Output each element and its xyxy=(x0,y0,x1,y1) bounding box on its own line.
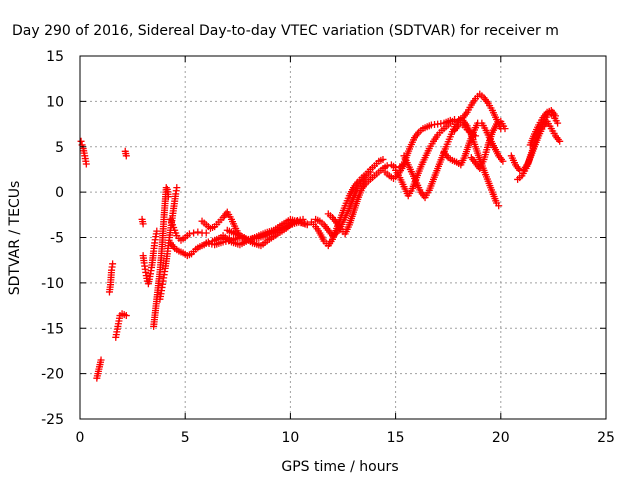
chart-title: Day 290 of 2016, Sidereal Day-to-day VTE… xyxy=(12,23,559,39)
data-point xyxy=(97,356,105,364)
data-point xyxy=(164,193,172,201)
x-tick-label: 10 xyxy=(281,430,299,446)
data-point xyxy=(554,119,562,127)
grid xyxy=(80,56,606,419)
data-point xyxy=(153,227,161,235)
plot-border xyxy=(79,55,607,420)
x-tick-label: 25 xyxy=(597,430,615,446)
x-tick-label: 15 xyxy=(387,430,405,446)
y-tick-label: -5 xyxy=(50,231,64,247)
data-point xyxy=(289,219,297,227)
data-point xyxy=(173,184,181,192)
x-axis-title: GPS time / hours xyxy=(281,459,398,475)
data-point xyxy=(501,125,509,133)
data-point xyxy=(77,137,85,145)
data-point xyxy=(122,152,130,160)
x-tick-label: 20 xyxy=(492,430,510,446)
y-tick-label: 10 xyxy=(46,94,64,110)
data-point xyxy=(495,202,503,210)
data-point xyxy=(366,168,374,176)
data-point xyxy=(556,137,564,145)
data-point xyxy=(202,229,210,237)
data-points xyxy=(77,90,564,382)
y-tick-label: 0 xyxy=(55,185,64,201)
data-point xyxy=(82,160,90,168)
data-point xyxy=(499,157,507,165)
data-point xyxy=(194,228,202,236)
y-tick-label: -25 xyxy=(41,412,64,428)
x-tick-label: 5 xyxy=(181,430,190,446)
data-point xyxy=(190,229,198,237)
y-tick-label: -20 xyxy=(41,367,64,383)
data-point xyxy=(379,155,387,163)
data-point xyxy=(139,220,147,228)
data-point xyxy=(109,260,117,268)
y-tick-label: 5 xyxy=(55,140,64,156)
data-point xyxy=(299,215,307,223)
y-axis-title: SDTVAR / TECUs xyxy=(7,181,23,296)
data-point xyxy=(122,312,130,320)
y-tick-label: 15 xyxy=(46,49,64,65)
y-tick-label: -15 xyxy=(41,321,64,337)
y-tick-label: -10 xyxy=(41,276,64,292)
axis-ticks: 0 5 10 15 20 25 -25 -20 -15 -10 -5 0 5 10 15 xyxy=(41,49,615,446)
data-point xyxy=(552,112,560,120)
data-point xyxy=(303,220,311,228)
data-point xyxy=(383,162,391,170)
data-point xyxy=(185,230,193,238)
x-tick-label: 0 xyxy=(76,430,85,446)
